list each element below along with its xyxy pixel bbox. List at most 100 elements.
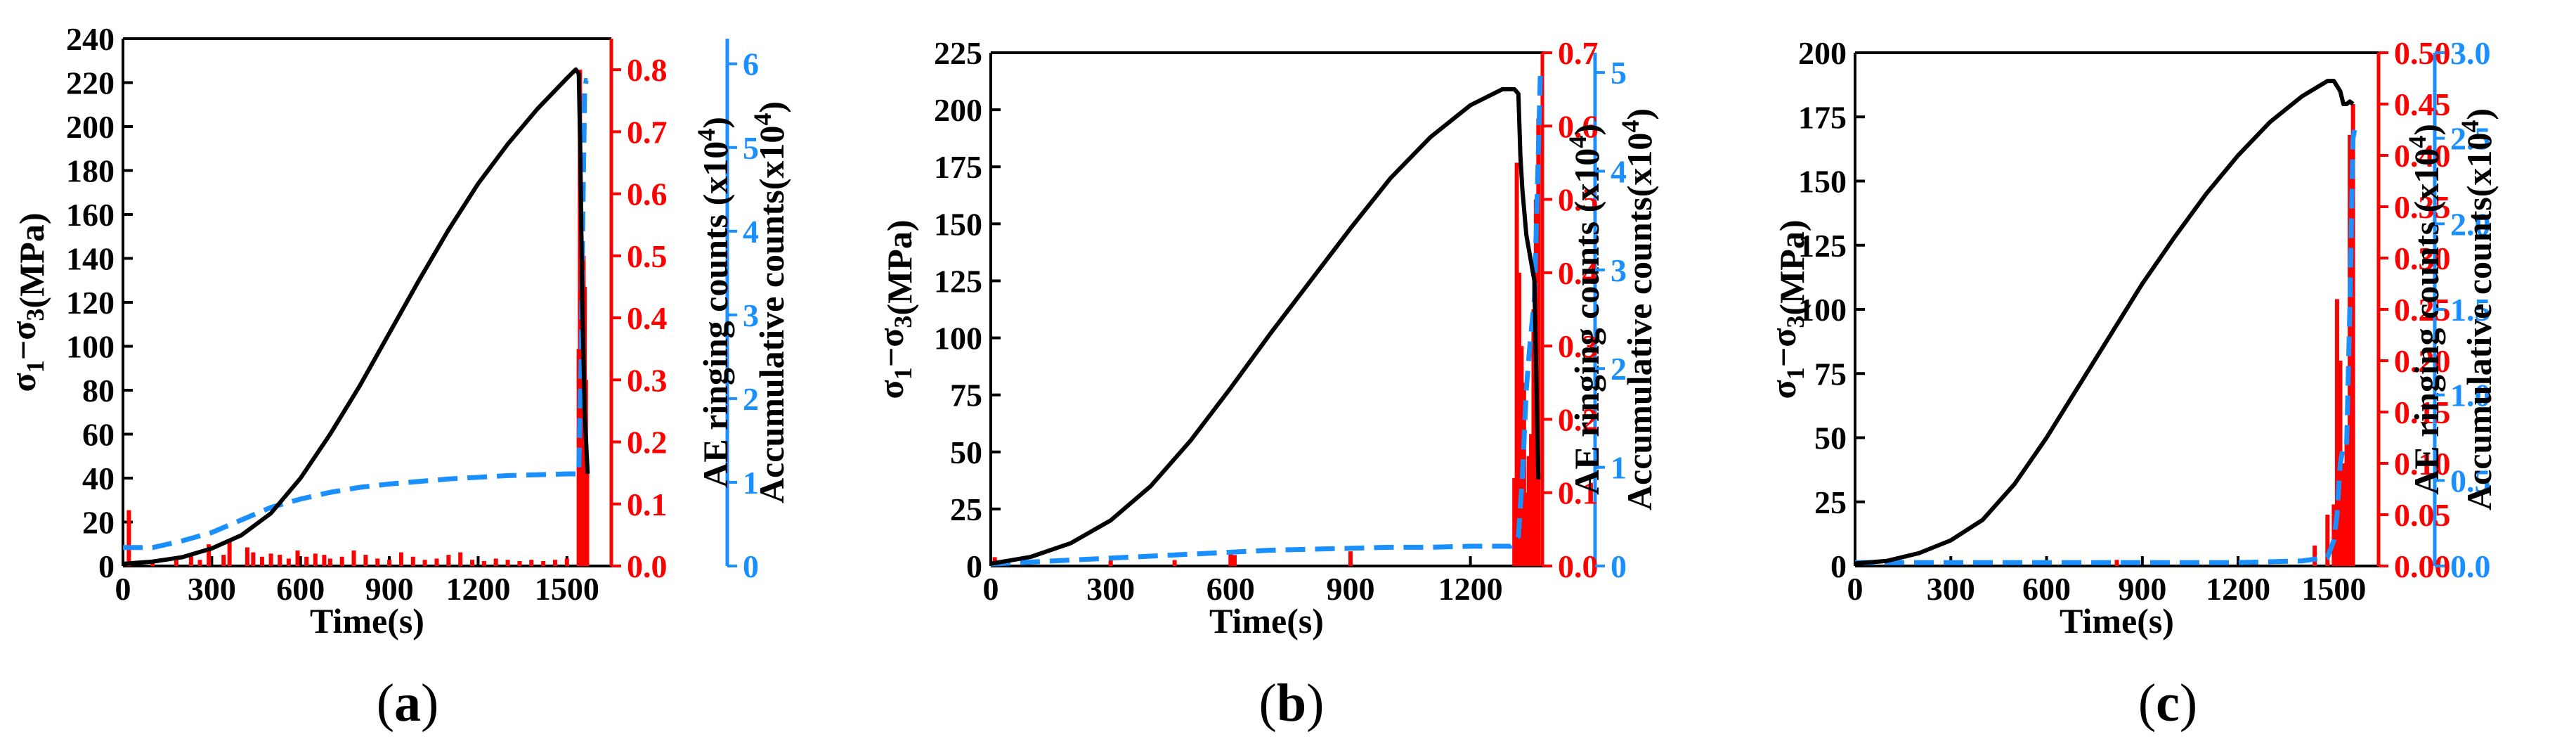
- ringing-bar: [327, 558, 332, 566]
- y1-tick-label: 0: [966, 548, 982, 584]
- x-tick-label: 1200: [2206, 571, 2270, 607]
- x-tick-label: 900: [1326, 571, 1374, 607]
- y3-tick-label: 3: [743, 297, 759, 333]
- y2-tick-label: 0.40: [2394, 138, 2451, 174]
- y3-tick-label: 3.0: [2450, 35, 2491, 71]
- ringing-bar: [2325, 515, 2330, 566]
- x-axis-title: Time(s): [1209, 601, 1324, 641]
- y3-tick-label: 0.5: [2450, 463, 2491, 499]
- ringing-bar: [1531, 309, 1536, 566]
- ringing-bar: [446, 555, 451, 566]
- y1-tick-label: 100: [934, 321, 982, 356]
- y1-tick-label: 150: [934, 206, 982, 242]
- y1-tick-label: 180: [66, 153, 115, 189]
- ringing-bar: [1524, 492, 1529, 566]
- ringing-bar: [351, 550, 356, 566]
- y1-tick-label: 140: [66, 241, 115, 277]
- y2-tick-label: 0.3: [1558, 328, 1599, 364]
- x-tick-label: 300: [1927, 571, 1975, 607]
- y2-tick-label: 0.6: [1558, 108, 1599, 144]
- x-tick-label: 1500: [535, 571, 599, 607]
- ringing-bar: [339, 556, 344, 566]
- panel-b: 0 300 600 900 1200Time(s)0255075100125150175…: [871, 35, 1659, 641]
- y2-tick-label: 0.0: [627, 548, 668, 584]
- y2-tick-label: 0.05: [2394, 497, 2451, 533]
- ringing-bar: [1232, 555, 1237, 566]
- ringing-bar: [529, 560, 534, 566]
- ringing-bar: [541, 560, 546, 566]
- x-tick-label: 1200: [1438, 571, 1503, 607]
- ringing-bar: [259, 556, 264, 566]
- y2-tick-label: 0.2: [1558, 401, 1599, 437]
- x-tick-label: 0: [1847, 571, 1863, 607]
- ringing-bar: [2114, 560, 2119, 566]
- ringing-bar: [304, 556, 309, 566]
- panel-a: 0 300 600 900 1200 1500Time(s)020406080100120…: [4, 21, 791, 641]
- ringing-bar: [505, 560, 510, 566]
- ringing-bar: [1514, 162, 1519, 566]
- ringing-bar: [363, 555, 368, 566]
- y1-tick-label: 160: [66, 197, 115, 233]
- ringing-bar: [564, 558, 569, 566]
- ringing-bar: [422, 560, 427, 566]
- y1-tick-label: 220: [66, 65, 115, 101]
- y1-tick-label: 125: [934, 263, 982, 299]
- y3-tick-label: 2.0: [2450, 206, 2491, 242]
- x-tick-label: 1500: [2301, 571, 2366, 607]
- x-tick-label: 600: [1206, 571, 1255, 607]
- x-tick-label: 0: [983, 571, 999, 607]
- ringing-bar: [207, 544, 212, 566]
- ringing-bar: [493, 558, 498, 566]
- ringing-bar: [410, 556, 415, 566]
- ringing-bar: [1517, 272, 1522, 566]
- x-tick-label: 600: [276, 571, 325, 607]
- ringing-bar: [1228, 551, 1233, 566]
- ringing-bar: [1519, 346, 1524, 566]
- x-tick-label: 900: [2118, 571, 2166, 607]
- y3-tick-label: 4: [743, 214, 759, 250]
- ringing-bar: [398, 552, 403, 566]
- accumulative-line: [123, 78, 589, 551]
- y1-tick-label: 25: [950, 491, 982, 527]
- y1-tick-label: 200: [934, 92, 982, 128]
- y2-tick-label: 0.30: [2394, 240, 2451, 276]
- ringing-bar: [2312, 545, 2317, 566]
- y2-tick-label: 0.5: [627, 238, 668, 274]
- y1-tick-label: 80: [82, 373, 115, 409]
- x-axis-title: Time(s): [2060, 601, 2174, 641]
- ringing-bar: [552, 560, 557, 566]
- y1-tick-label: 75: [1814, 356, 1847, 392]
- y3-tick-label: 4: [1611, 153, 1627, 189]
- y1-tick-label: 0: [98, 548, 115, 584]
- ringing-bar: [1172, 560, 1177, 566]
- y2-axis-title: AE ringing counts (x104): [1563, 124, 1606, 495]
- y3-tick-label: 1: [1611, 450, 1627, 486]
- y1-tick-label: 100: [66, 329, 115, 365]
- ringing-bar: [197, 560, 202, 566]
- ringing-bar: [2334, 299, 2339, 566]
- y2-tick-label: 0.6: [627, 176, 668, 212]
- ringing-bar: [387, 560, 392, 566]
- y2-tick-label: 0.10: [2394, 446, 2451, 482]
- y1-tick-label: 175: [934, 149, 982, 185]
- stress-line: [990, 86, 1541, 566]
- x-tick-label: 1200: [445, 571, 510, 607]
- y3-tick-label: 1.5: [2450, 292, 2491, 328]
- ringing-bar: [1526, 456, 1531, 566]
- ringing-bar: [174, 558, 178, 566]
- panel-label-c: (c): [2138, 674, 2197, 733]
- y1-tick-label: 200: [1798, 35, 1847, 71]
- ringing-bar: [1108, 560, 1113, 566]
- y2-tick-label: 0.7: [627, 114, 668, 150]
- y3-axis-title: Accumulative counts(x104): [748, 101, 791, 503]
- y3-axis-title: Accumulative counts(x104): [2456, 108, 2499, 510]
- ringing-bar: [458, 552, 463, 566]
- y2-tick-label: 0.4: [1558, 255, 1599, 291]
- ringing-bar: [585, 472, 590, 566]
- accumulative-line: [990, 72, 1543, 567]
- ringing-bar: [286, 558, 291, 566]
- ringing-bar: [1529, 434, 1534, 566]
- x-tick-label: 0: [115, 571, 131, 607]
- y3-tick-label: 0.0: [2450, 548, 2491, 584]
